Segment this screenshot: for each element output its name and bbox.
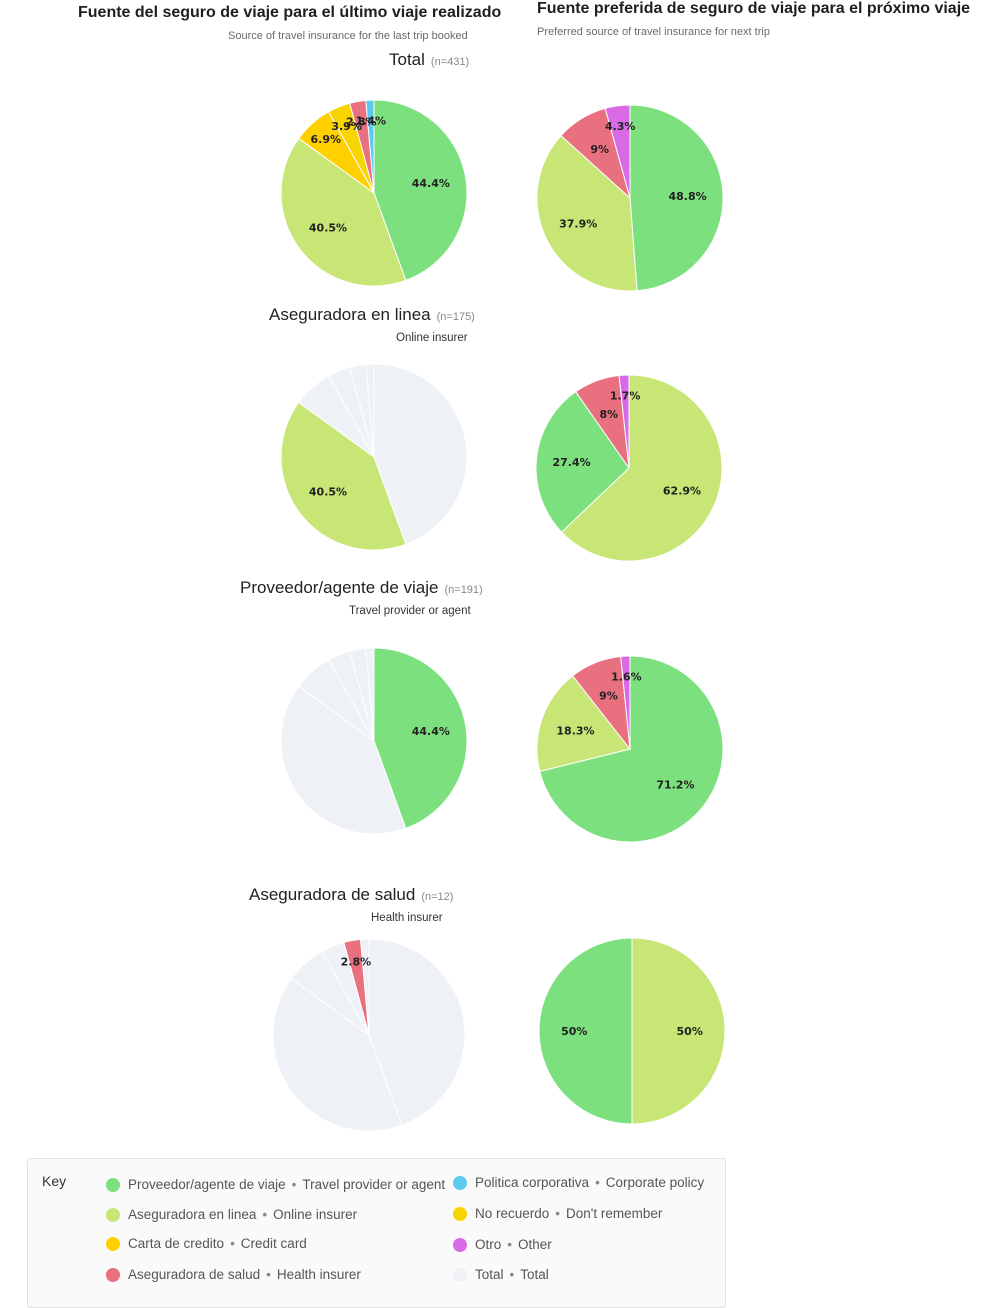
legend-item-credit-card: Carta de credito • Credit card [106, 1236, 307, 1251]
pie-data-label: 2.8% [341, 955, 372, 968]
legend-item-other: Otro • Other [453, 1237, 552, 1252]
legend-swatch [453, 1206, 467, 1221]
pie-data-label: 71.2% [656, 779, 694, 792]
pie-data-label: 50% [677, 1025, 703, 1038]
pie-slice-provider [373, 99, 468, 282]
legend-swatch [106, 1267, 120, 1282]
group-title-health-insurer: Aseguradora de salud (n=12) [249, 885, 454, 904]
pie-slice-total [368, 938, 466, 1126]
left-column-subtitle: Source of travel insurance for the last … [228, 30, 468, 42]
group-count: (n=431) [430, 56, 470, 68]
pie-data-label: 4.3% [605, 120, 636, 133]
legend-swatch [106, 1207, 120, 1222]
pie-slice-provider [539, 655, 724, 843]
pie-slice-online [631, 937, 726, 1125]
legend-item-online-insurer: Aseguradora en linea • Online insurer [106, 1207, 357, 1222]
pie-slice-provider [538, 937, 633, 1125]
pie-data-label: 27.4% [553, 456, 591, 469]
pie-slice-total [272, 977, 403, 1132]
pie-data-label: 50% [561, 1025, 587, 1038]
pie-slice-other [620, 655, 631, 750]
left-column-title: Fuente del seguro de viaje para el últim… [78, 4, 502, 21]
pie-slice-online [280, 401, 407, 551]
pie-slice-online [536, 134, 638, 292]
pie-slice-online [280, 137, 407, 287]
pie-slice-provider [629, 104, 724, 292]
legend-item-dont-remember: No recuerdo • Don't remember [453, 1206, 662, 1221]
pie-slice-provider [535, 391, 630, 533]
right-column-title: Fuente preferida de seguro de viaje para… [537, 0, 971, 17]
right-column-subtitle: Preferred source of travel insurance for… [537, 26, 770, 38]
pie-data-label: 6.9% [311, 133, 342, 146]
pie-slice-other [604, 104, 631, 199]
group-subtitle-online-insurer: Online insurer [396, 332, 468, 344]
pie-slice-corporate [365, 99, 375, 194]
group-count: (n=12) [421, 891, 454, 903]
pie-data-label: 18.3% [556, 724, 594, 737]
legend: Key Proveedor/agente de viaje • Travel pro… [27, 1158, 726, 1308]
legend-key-label: Key [42, 1173, 67, 1189]
pie-data-label: 48.8% [669, 190, 707, 203]
pie-data-label: 3.9% [331, 120, 362, 133]
legend-swatch [453, 1267, 467, 1282]
pie-slice-other [618, 374, 630, 469]
legend-item-total: Total • Total [453, 1267, 549, 1282]
pie-data-label: 40.5% [309, 222, 347, 235]
pie-slice-total [360, 938, 370, 1036]
pie-data-label: 62.9% [663, 485, 701, 498]
pie-data-label: 44.4% [412, 177, 450, 190]
group-count: (n=175) [436, 311, 475, 323]
legend-swatch [106, 1236, 120, 1251]
group-subtitle-travel-provider: Travel provider or agent [349, 605, 471, 617]
legend-swatch [453, 1175, 467, 1190]
pie-slice-online [560, 374, 723, 562]
legend-swatch [453, 1237, 467, 1252]
pie-slice-total [280, 685, 407, 835]
pie-data-label: 8% [599, 408, 618, 421]
pie-data-label: 1.7% [610, 390, 641, 403]
pie-data-label: 1.4% [356, 115, 387, 128]
group-subtitle-health-insurer: Health insurer [371, 912, 443, 924]
pie-data-label: 2.8% [346, 116, 377, 129]
legend-item-provider: Proveedor/agente de viaje • Travel provide… [106, 1177, 445, 1192]
pie-data-label: 9% [590, 143, 609, 156]
group-title-online-insurer: Aseguradora en linea (n=175) [269, 305, 475, 324]
group-title-total: Total (n=431) [389, 50, 470, 69]
legend-swatch [106, 1177, 120, 1192]
pie-data-label: 37.9% [559, 217, 597, 230]
group-title-travel-provider: Proveedor/agente de viaje (n=191) [240, 578, 483, 597]
pie-data-label: 1.6% [611, 671, 642, 684]
legend-item-health-insurer: Aseguradora de salud • Health insurer [106, 1267, 361, 1282]
group-count: (n=191) [444, 584, 483, 596]
pie-slice-total [373, 363, 468, 546]
pie-slice-total [365, 363, 375, 458]
pie-data-label: 44.4% [412, 725, 450, 738]
pie-data-label: 9% [599, 690, 618, 703]
pie-slice-total [365, 647, 375, 742]
pie-slice-provider [373, 647, 468, 830]
pie-data-label: 40.5% [309, 486, 347, 499]
legend-item-corporate-policy: Politica corporativa • Corporate policy [453, 1175, 704, 1190]
pie-slice-online [536, 675, 631, 773]
